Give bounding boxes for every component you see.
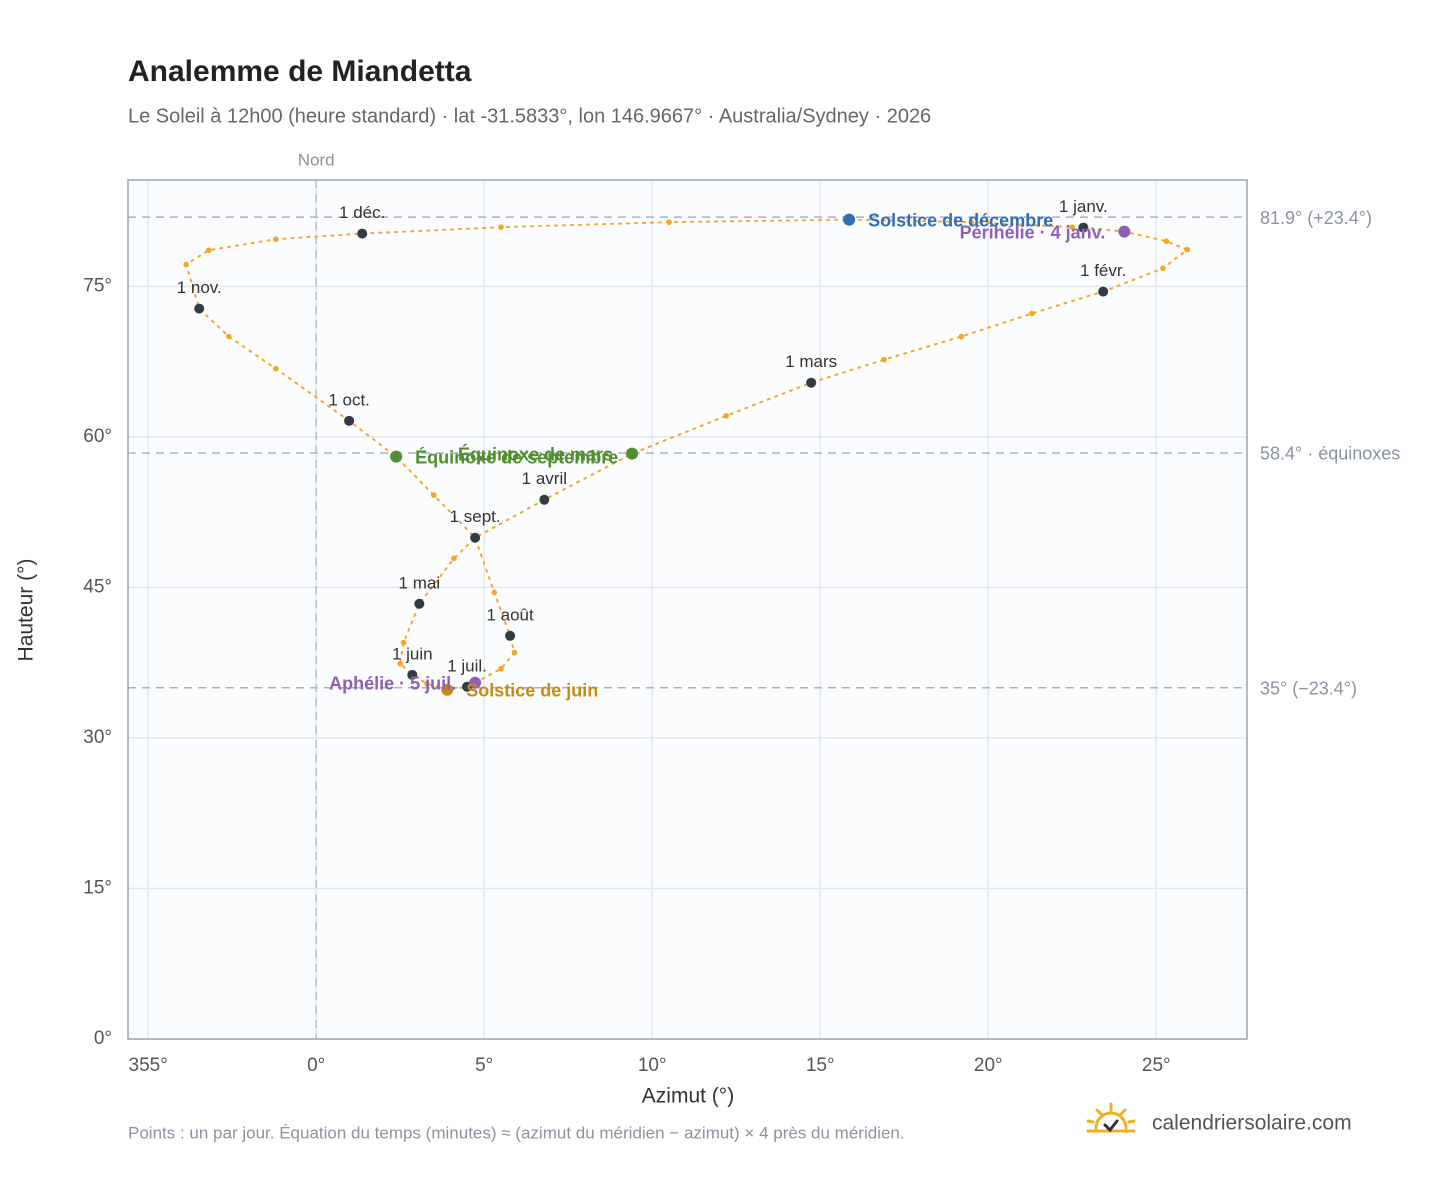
- month-label: 1 juil.: [447, 656, 487, 675]
- day-point: [273, 236, 279, 243]
- plot-area: [128, 180, 1247, 1039]
- event-point: [469, 676, 482, 689]
- event-label: Aphélie · 5 juil.: [329, 674, 456, 694]
- x-tick-label: 10°: [638, 1055, 667, 1076]
- day-point: [1160, 265, 1166, 272]
- day-point: [205, 247, 212, 254]
- day-point: [723, 413, 729, 419]
- month-point: [1078, 222, 1089, 233]
- day-point: [424, 680, 430, 687]
- month-label: 1 janv.: [1059, 197, 1108, 216]
- day-point: [273, 365, 279, 372]
- x-tick-label: 15°: [806, 1055, 835, 1076]
- x-axis-label: Azimut (°): [642, 1085, 734, 1108]
- month-point: [194, 303, 205, 314]
- y-tick-label: 75°: [83, 275, 112, 296]
- chart-title: Analemme de Miandetta: [128, 55, 472, 88]
- day-point: [498, 224, 504, 230]
- x-tick-label: 355°: [129, 1055, 168, 1076]
- month-label: 1 mars: [785, 352, 837, 371]
- month-point: [470, 532, 481, 543]
- event-label: Solstice de juin: [466, 681, 598, 701]
- brand: calendriersolaire.com: [1152, 1112, 1352, 1135]
- day-point: [498, 665, 504, 672]
- event-label: Solstice de décembre: [868, 210, 1053, 230]
- day-point: [1069, 224, 1076, 230]
- day-point: [511, 649, 518, 656]
- y-tick-label: 45°: [83, 576, 112, 597]
- event-point: [1118, 225, 1131, 238]
- event-point: [441, 683, 454, 696]
- day-point: [400, 639, 407, 646]
- month-point: [806, 377, 817, 388]
- day-point: [1163, 238, 1170, 245]
- month-label: 1 mai: [399, 573, 441, 592]
- month-point: [344, 415, 355, 426]
- month-label: 1 août: [486, 605, 534, 624]
- brand-logo: [1086, 1102, 1136, 1133]
- x-tick-label: 25°: [1142, 1055, 1171, 1076]
- grid: [128, 180, 1247, 1040]
- month-label: 1 déc.: [339, 203, 385, 222]
- month-point: [357, 228, 368, 239]
- month-point: [407, 669, 418, 680]
- plot-frame: [127, 179, 1248, 1040]
- day-point: [226, 333, 232, 340]
- x-tick-label: 0°: [307, 1055, 325, 1076]
- y-axis-label: Hauteur (°): [15, 559, 38, 662]
- month-label: 1 juin: [392, 644, 433, 663]
- reference-label: 81.9° (+23.4°): [1260, 208, 1372, 228]
- day-point: [968, 219, 975, 225]
- reference-label: 58.4° · équinoxes: [1260, 444, 1400, 464]
- month-label: 1 févr.: [1080, 261, 1126, 280]
- month-label: 1 oct.: [328, 390, 370, 409]
- day-point: [183, 261, 189, 268]
- y-tick-label: 0°: [94, 1028, 112, 1049]
- event-label: Équinoxe de septembre: [415, 446, 618, 467]
- month-point: [414, 598, 425, 609]
- y-tick-label: 15°: [83, 877, 112, 898]
- month-label: 1 avril: [522, 469, 567, 488]
- event-label: Périhélie · 4 janv.: [960, 222, 1106, 242]
- day-point: [666, 219, 672, 225]
- footnote: Points : un par jour. Équation du temps …: [128, 1123, 905, 1142]
- y-tick-label: 60°: [83, 426, 112, 447]
- event-point: [390, 450, 403, 463]
- day-point: [430, 492, 437, 498]
- day-point: [451, 555, 457, 562]
- x-tick-label: 5°: [475, 1055, 493, 1076]
- month-label: 1 sept.: [450, 507, 501, 526]
- day-point: [881, 356, 887, 363]
- day-point: [1029, 310, 1035, 317]
- day-point: [1184, 246, 1190, 253]
- y-tick-label: 30°: [83, 727, 112, 748]
- month-label: 1 nov.: [177, 278, 222, 297]
- day-point: [491, 589, 498, 596]
- month-point: [539, 494, 550, 505]
- event-point: [626, 447, 639, 460]
- chart-subtitle: Le Soleil à 12h00 (heure standard) · lat…: [128, 105, 931, 127]
- x-tick-label: 20°: [974, 1055, 1003, 1076]
- month-point: [1098, 286, 1109, 297]
- marks: [183, 213, 1190, 696]
- event-point: [843, 213, 856, 226]
- event-label: Équinoxe de mars: [458, 443, 613, 464]
- reference-label: 35° (−23.4°): [1260, 679, 1357, 699]
- day-point: [397, 660, 403, 667]
- north-label: Nord: [298, 150, 335, 169]
- month-point: [505, 630, 516, 641]
- day-point: [958, 333, 965, 340]
